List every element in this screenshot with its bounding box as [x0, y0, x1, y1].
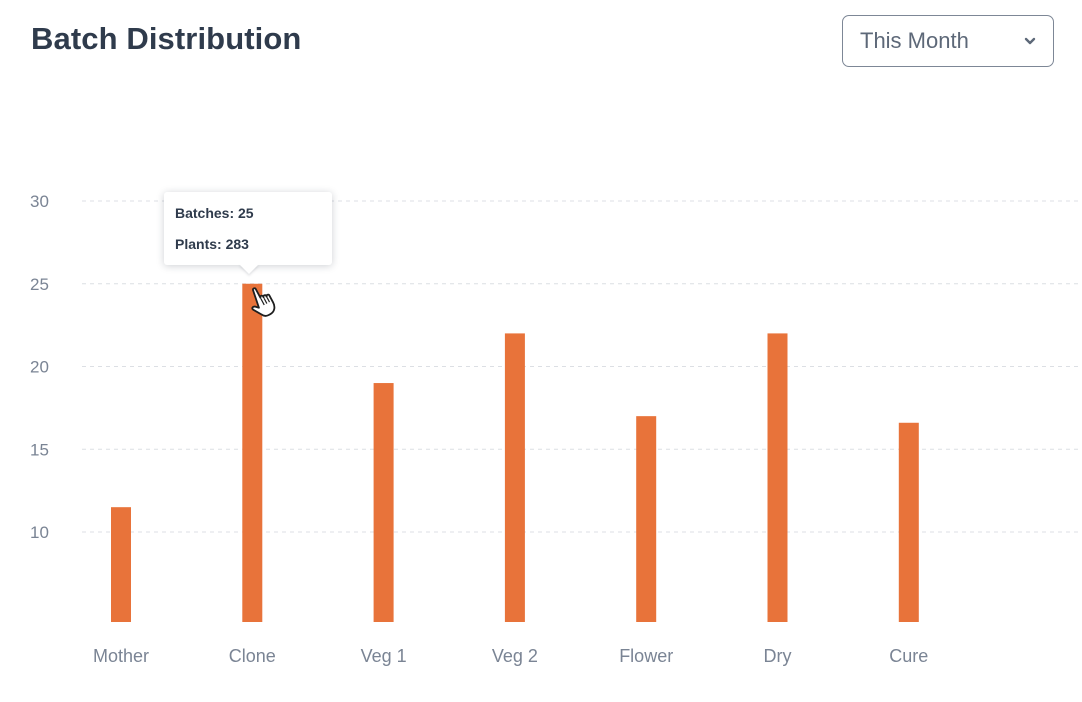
y-tick-label: 30: [30, 192, 49, 211]
tooltip-batches: Batches: 25: [175, 205, 254, 221]
grid-lines: [82, 200, 1078, 533]
tooltip-arrow: [239, 264, 259, 274]
tooltip-plants: Plants: 283: [175, 236, 249, 252]
x-tick-label: Veg 2: [492, 646, 538, 666]
bar-tooltip: Batches: 25 Plants: 283: [164, 192, 332, 274]
period-select-value: This Month: [860, 28, 969, 53]
x-tick-label: Clone: [229, 646, 276, 666]
period-select[interactable]: This Month: [842, 15, 1054, 67]
bars: [111, 283, 919, 622]
x-tick-label: Veg 1: [361, 646, 407, 666]
x-tick-label: Mother: [93, 646, 149, 666]
y-tick-label: 20: [30, 358, 49, 377]
bar-dry[interactable]: [767, 333, 788, 622]
bar-mother[interactable]: [111, 507, 131, 622]
bar-clone[interactable]: [242, 283, 263, 622]
x-axis-ticks: Mother Clone Veg 1 Veg 2 Flower Dry Cure: [93, 646, 928, 666]
hand-pointer-icon: [251, 287, 276, 317]
y-tick-label: 10: [30, 523, 49, 542]
bar-cure[interactable]: [898, 422, 919, 622]
chevron-down-icon: [1023, 34, 1037, 48]
bar-veg-2[interactable]: [504, 333, 525, 622]
page-title: Batch Distribution: [31, 21, 302, 56]
bar-flower[interactable]: [636, 416, 657, 622]
x-tick-label: Dry: [764, 646, 792, 666]
x-tick-label: Cure: [889, 646, 928, 666]
x-tick-label: Flower: [619, 646, 673, 666]
y-tick-label: 15: [30, 440, 49, 459]
y-tick-label: 25: [30, 275, 49, 294]
y-axis-ticks: 10 15 20 25 30: [30, 192, 49, 542]
bar-veg-1[interactable]: [373, 383, 394, 622]
